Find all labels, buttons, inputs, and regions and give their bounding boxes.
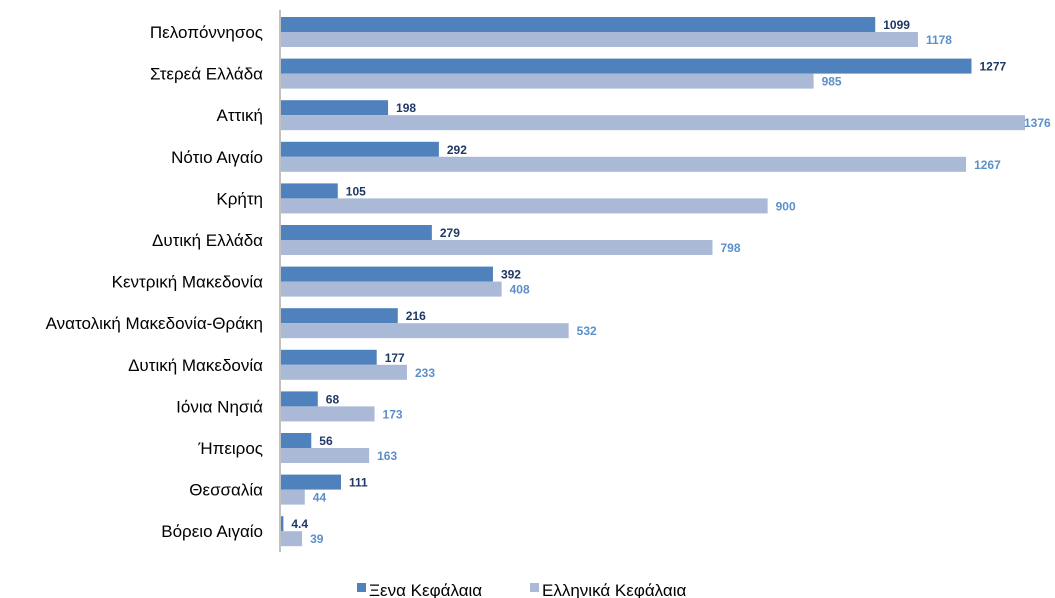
category-label: Ιόνια Νησιά xyxy=(176,397,263,416)
value-label-xena: 111 xyxy=(349,476,368,490)
legend-label-ellinika: Ελληνικά Κεφάλαια xyxy=(542,581,687,598)
bar-xena xyxy=(281,474,342,490)
category-label: Ήπειρος xyxy=(197,439,263,458)
bar-xena xyxy=(281,349,377,365)
category-label: Δυτική Ελλάδα xyxy=(152,231,263,250)
value-label-ellinika: 1267 xyxy=(974,158,1001,172)
value-label-ellinika: 985 xyxy=(822,75,842,89)
value-label-ellinika: 900 xyxy=(776,199,796,213)
bar-xena xyxy=(281,266,493,282)
value-label-ellinika: 44 xyxy=(313,491,327,505)
bar-xena xyxy=(281,225,432,240)
bar-xena xyxy=(281,391,318,407)
legend-swatch-xena xyxy=(357,583,366,592)
bar-ellinika xyxy=(281,323,569,339)
legend-swatch-ellinika xyxy=(530,583,539,592)
value-label-xena: 56 xyxy=(319,434,333,448)
category-label: Νότιο Αιγαίο xyxy=(171,148,263,167)
category-label: Ανατολική Μακεδονία-Θράκη xyxy=(46,314,263,333)
category-labels: Πελοπόννησος Στερεά Ελλάδα Αττική Νότιο Αιγ… xyxy=(46,23,264,541)
category-label: Κρήτη xyxy=(216,189,263,208)
bar-ellinika xyxy=(281,448,370,463)
value-label-ellinika: 408 xyxy=(510,283,530,297)
bar-ellinika xyxy=(281,531,303,547)
bar-ellinika xyxy=(281,281,502,297)
bar-xena xyxy=(281,183,338,199)
bar-ellinika xyxy=(281,32,918,47)
category-label: Θεσσαλία xyxy=(189,481,263,500)
value-label-xena: 292 xyxy=(447,143,467,157)
value-label-ellinika: 233 xyxy=(415,366,435,380)
bar-ellinika xyxy=(281,489,305,505)
bars: 1099 1178 1277 985 198 1376 292 1267 105 900 279 79… xyxy=(281,17,1051,547)
value-label-ellinika: 39 xyxy=(310,532,324,546)
value-label-xena: 4.4 xyxy=(291,517,308,531)
value-label-xena: 177 xyxy=(385,351,405,365)
value-label-xena: 105 xyxy=(346,184,366,198)
bar-ellinika xyxy=(281,115,1025,131)
bar-xena xyxy=(281,141,439,157)
bar-xena xyxy=(281,433,312,448)
legend: Ξενα Κεφάλαια Ελληνικά Κεφάλαια xyxy=(357,581,687,598)
category-label: Δυτική Μακεδονία xyxy=(128,356,263,375)
category-label: Πελοπόννησος xyxy=(150,23,263,42)
bar-ellinika xyxy=(281,73,814,89)
bar-xena xyxy=(281,100,389,116)
value-label-xena: 392 xyxy=(501,268,521,282)
bar-ellinika xyxy=(281,406,375,422)
bar-ellinika xyxy=(281,198,768,214)
category-label: Κεντρική Μακεδονία xyxy=(112,273,264,292)
value-label-xena: 1277 xyxy=(979,60,1006,74)
bar-ellinika xyxy=(281,364,407,380)
bar-ellinika xyxy=(281,240,713,255)
value-label-ellinika: 1376 xyxy=(1024,116,1051,130)
bar-xena xyxy=(281,516,284,532)
value-label-ellinika: 532 xyxy=(577,324,597,338)
value-label-ellinika: 163 xyxy=(377,449,397,463)
category-label: Βόρειο Αιγαίο xyxy=(161,522,263,541)
value-label-ellinika: 1178 xyxy=(926,33,952,47)
value-label-xena: 216 xyxy=(406,309,426,323)
value-label-ellinika: 798 xyxy=(720,241,740,255)
legend-label-xena: Ξενα Κεφάλαια xyxy=(369,581,482,598)
value-label-ellinika: 173 xyxy=(383,407,403,421)
value-label-xena: 68 xyxy=(326,392,340,406)
bar-ellinika xyxy=(281,156,967,172)
bar-xena xyxy=(281,17,876,32)
value-label-xena: 1099 xyxy=(883,18,910,32)
value-label-xena: 198 xyxy=(396,101,416,115)
bar-xena xyxy=(281,58,972,74)
bar-xena xyxy=(281,308,398,324)
category-label: Αττική xyxy=(216,106,263,125)
category-label: Στερεά Ελλάδα xyxy=(150,65,263,84)
value-label-xena: 279 xyxy=(440,226,460,240)
